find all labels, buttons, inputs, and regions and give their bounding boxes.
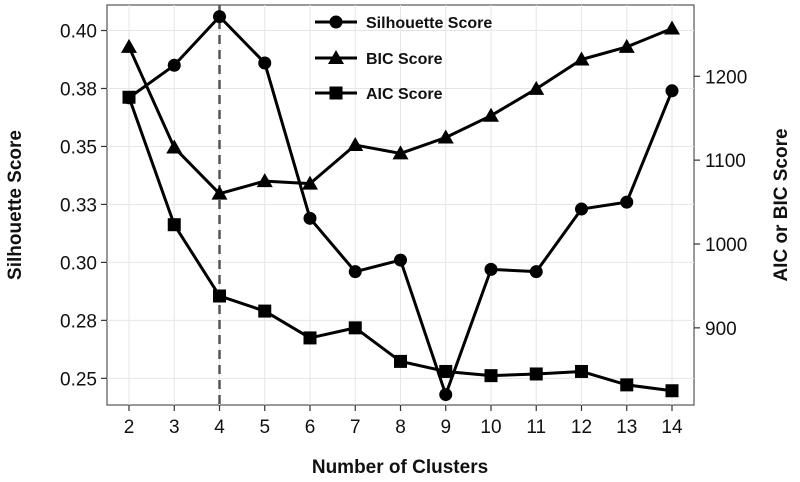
legend-bic-score-label: BIC Score bbox=[366, 51, 443, 68]
legend-bic-score-point bbox=[328, 50, 344, 64]
y-right-tick-label: 1200 bbox=[705, 67, 747, 88]
x-tick-label: 9 bbox=[440, 417, 451, 438]
ticks: 2 3 4 5 6 7 8 9 10 11 12 13 14 0.25 0.28 0.30 0.33 0.35 0.… bbox=[60, 22, 747, 438]
y-right-axis-title: AIC or BIC Score bbox=[771, 128, 792, 281]
silhouette-score-point bbox=[258, 56, 272, 70]
silhouette-score-point bbox=[394, 253, 407, 267]
aic-score-point bbox=[439, 364, 453, 378]
bic-score-point bbox=[166, 139, 183, 154]
bic-score-point bbox=[211, 185, 228, 200]
aic-score-point bbox=[258, 304, 272, 318]
silhouette-score-point bbox=[575, 202, 588, 216]
silhouette-score-point bbox=[303, 211, 317, 225]
legend-aic-score-label: AIC Score bbox=[366, 86, 443, 103]
bic-score-point bbox=[664, 20, 680, 35]
aic-score-point bbox=[665, 384, 679, 398]
y-left-tick-label: 0.38 bbox=[60, 79, 97, 100]
bic-score-point bbox=[528, 80, 545, 95]
x-tick-label: 3 bbox=[169, 417, 180, 438]
bic-score-point bbox=[121, 38, 137, 53]
silhouette-score-point bbox=[348, 265, 362, 279]
x-tick-label: 13 bbox=[616, 417, 637, 438]
x-tick-label: 7 bbox=[350, 417, 361, 438]
y-right-tick-label: 1000 bbox=[705, 235, 747, 256]
series-layer bbox=[121, 10, 680, 402]
x-tick-label: 8 bbox=[395, 417, 406, 438]
aic-score-point bbox=[529, 367, 543, 381]
y-left-tick-label: 0.25 bbox=[60, 369, 97, 390]
y-right-tick-label: 1100 bbox=[705, 151, 746, 172]
aic-score-point bbox=[575, 364, 588, 378]
legend: Silhouette Score BIC Score AIC Score bbox=[315, 15, 492, 103]
silhouette-score-point bbox=[620, 195, 634, 209]
bic-score-point bbox=[302, 175, 318, 190]
bic-score-point bbox=[483, 107, 499, 122]
x-tick-label: 5 bbox=[259, 417, 270, 438]
bic-score-point bbox=[437, 129, 454, 144]
y-left-tick-label: 0.28 bbox=[60, 311, 97, 332]
x-tick-label: 14 bbox=[661, 417, 683, 438]
x-tick-label: 4 bbox=[214, 417, 225, 438]
aic-score-point bbox=[394, 354, 407, 368]
aic-score-point bbox=[122, 90, 136, 104]
y-left-axis-title: Silhouette Score bbox=[5, 130, 26, 280]
aic-score-point bbox=[484, 369, 498, 383]
legend-aic-score-point bbox=[329, 86, 343, 100]
aic-score-point bbox=[167, 218, 181, 232]
x-tick-label: 2 bbox=[124, 417, 135, 438]
y-left-tick-label: 0.35 bbox=[60, 137, 97, 158]
silhouette-score-point bbox=[167, 58, 181, 72]
silhouette-score-point bbox=[484, 262, 498, 276]
y-left-tick-label: 0.30 bbox=[60, 253, 97, 274]
y-left-tick-label: 0.40 bbox=[60, 22, 97, 43]
silhouette-score-point bbox=[439, 388, 453, 402]
silhouette-score-point bbox=[665, 84, 679, 98]
x-tick-label: 6 bbox=[305, 417, 316, 438]
legend-silhouette-score-point bbox=[329, 15, 343, 29]
bic-score-series bbox=[121, 20, 680, 200]
aic-score-point bbox=[348, 321, 362, 335]
bic-score-point bbox=[392, 145, 409, 160]
aic-score-point bbox=[213, 289, 226, 303]
bic-score-point bbox=[618, 38, 635, 53]
bic-score-point bbox=[573, 51, 590, 66]
y-left-tick-label: 0.33 bbox=[60, 195, 97, 216]
x-tick-label: 12 bbox=[571, 417, 592, 438]
bic-score-point bbox=[347, 137, 364, 152]
x-tick-label: 10 bbox=[480, 417, 501, 438]
y-right-tick-label: 900 bbox=[705, 319, 737, 340]
silhouette-score-point bbox=[529, 265, 543, 279]
legend-silhouette-score-label: Silhouette Score bbox=[366, 15, 492, 32]
silhouette-score-series bbox=[122, 10, 679, 402]
aic-score-series bbox=[122, 90, 679, 398]
aic-score-point bbox=[303, 331, 317, 345]
silhouette-score-point bbox=[213, 10, 226, 24]
x-tick-label: 11 bbox=[526, 417, 546, 438]
bic-score-point bbox=[256, 173, 273, 188]
x-axis-title: Number of Clusters bbox=[312, 457, 488, 478]
aic-score-point bbox=[620, 378, 634, 392]
